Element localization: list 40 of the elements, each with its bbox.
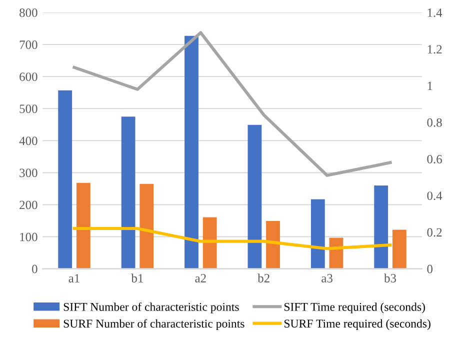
bar: [374, 185, 388, 269]
y2-tick-label: 1.2: [428, 45, 442, 54]
legend-label: SURF Number of characteristic points: [64, 319, 244, 330]
legend-label: SIFT Number of characteristic points: [64, 302, 239, 314]
y2-tick-label: 1.4: [428, 8, 442, 17]
y-tick-label: 600: [20, 72, 38, 81]
line-series: [72, 226, 392, 250]
bar: [184, 36, 198, 269]
bar: [248, 124, 262, 269]
y-tick-label: 300: [20, 168, 38, 178]
bar: [58, 90, 72, 269]
x-tick-label: b2: [258, 274, 270, 282]
line-series: [72, 31, 392, 177]
bar: [76, 182, 90, 269]
bar: [310, 199, 325, 269]
x-tick-label: b3: [384, 274, 396, 282]
bar: [266, 221, 280, 269]
y-tick-label: 100: [20, 232, 38, 242]
bar: [121, 116, 136, 269]
x-tick-label: b1: [131, 274, 143, 282]
x-tick-label: a1: [68, 274, 80, 282]
y-tick-label: 800: [20, 8, 38, 17]
legend-label: SURF Time required (seconds): [284, 319, 430, 330]
y-tick-label: 700: [20, 40, 38, 49]
y2-tick-label: 0: [427, 264, 432, 274]
legend-label: SIFT Time required (seconds): [284, 302, 425, 314]
y2-tick-label: 0.2: [427, 228, 442, 237]
x-tick-label: a2: [195, 274, 206, 282]
y-tick-label: 400: [19, 136, 38, 146]
bar: [392, 230, 406, 269]
y2-tick-label: 0.4: [427, 192, 442, 200]
y-tick-label: 500: [20, 104, 38, 114]
bar: [140, 184, 154, 269]
y2-tick-label: 0.6: [427, 154, 442, 164]
y-tick-label: 200: [20, 200, 38, 210]
y2-tick-label: 0.8: [427, 118, 442, 127]
bar: [202, 217, 217, 269]
x-tick-label: a3: [322, 274, 332, 282]
y2-tick-label: 1: [428, 82, 432, 90]
y-tick-label: 0: [32, 264, 38, 274]
